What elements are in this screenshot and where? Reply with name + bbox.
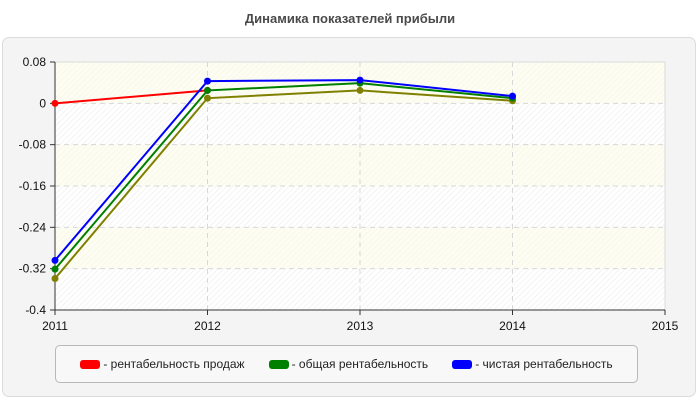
gridlines (55, 62, 665, 310)
series-line (54, 89, 513, 280)
y-tick-label: 0 (39, 96, 46, 110)
y-tick-label: -0.32 (19, 262, 47, 276)
y-tick-label: -0.24 (19, 220, 47, 234)
data-point-marker[interactable] (51, 274, 59, 282)
data-point-marker[interactable] (51, 265, 59, 273)
data-point-marker[interactable] (51, 256, 59, 264)
series-line (54, 79, 513, 262)
series-lines (51, 76, 516, 282)
legend-swatch-blue (452, 359, 473, 369)
x-tick-label: 2015 (652, 319, 679, 333)
chart-title: Динамика показателей прибыли (244, 11, 456, 26)
y-tick-label: -0.08 (19, 138, 47, 152)
legend-item-total-profitability[interactable]: - общая рентабельность (268, 357, 428, 371)
legend-swatch-green (268, 359, 289, 369)
data-point-marker[interactable] (204, 86, 211, 94)
x-tick-label: 2013 (347, 319, 374, 333)
legend: - рентабельность продаж - общая рентабел… (55, 345, 638, 383)
y-tick-label: 0.08 (23, 55, 47, 69)
x-tick-label: 2012 (194, 319, 221, 333)
x-tick-label: 2014 (499, 319, 526, 333)
y-tick-label: -0.16 (19, 179, 47, 193)
series-line (54, 82, 513, 270)
data-point-marker[interactable] (204, 77, 211, 85)
legend-item-net-profitability[interactable]: - чистая рентабельность (452, 357, 613, 371)
data-point-marker[interactable] (356, 86, 364, 94)
y-tick-label: -0.4 (25, 303, 46, 317)
data-point-marker[interactable] (51, 99, 59, 107)
data-point-marker[interactable] (509, 92, 516, 100)
data-point-marker[interactable] (356, 76, 364, 84)
legend-swatch-red (80, 359, 101, 369)
legend-item-sales-profitability[interactable]: - рентабельность продаж (80, 357, 245, 371)
x-tick-label: 2011 (42, 319, 68, 333)
data-point-marker[interactable] (204, 94, 211, 102)
series-line (54, 89, 208, 105)
